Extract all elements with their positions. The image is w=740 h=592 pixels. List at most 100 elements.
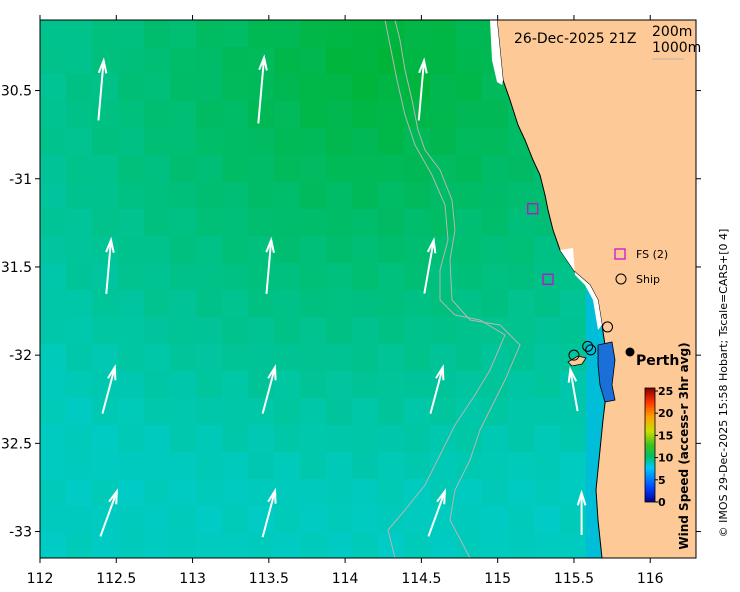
wind-cell (456, 290, 483, 318)
wind-arrow-shaft (261, 490, 277, 538)
wind-cell (144, 506, 171, 534)
wind-cell (300, 479, 327, 507)
wind-cell (352, 344, 379, 372)
wind-cell (534, 236, 561, 264)
wind-cell (118, 371, 145, 399)
wind-cell (222, 263, 249, 291)
wind-cell (456, 74, 483, 102)
wind-cell (248, 425, 275, 453)
wind-cell (482, 371, 509, 399)
wind-cell (40, 425, 67, 453)
wind-arrow-shaft (429, 366, 444, 414)
wind-cell (170, 236, 197, 264)
wind-cell (196, 128, 223, 156)
wind-cell (456, 155, 483, 183)
wind-cell (170, 425, 197, 453)
wind-cell (326, 452, 353, 480)
colorbar-tick-label: 25 (658, 385, 673, 398)
wind-cell (274, 506, 301, 534)
wind-cell (66, 344, 93, 372)
wind-cell (482, 263, 509, 291)
ship-legend-marker (615, 273, 627, 285)
wind-cell (352, 506, 379, 534)
wind-cell (274, 209, 301, 237)
axis-ticks: 112 112.5 113 113.5 114 114.5 115 115.5 116 30.5 -… (1, 15, 701, 587)
wind-cell (92, 74, 119, 102)
wind-cell (326, 101, 353, 129)
wind-cell (118, 20, 145, 48)
wind-cell (560, 290, 587, 318)
wind-cell (430, 101, 457, 129)
wind-cell (482, 317, 509, 345)
wind-cell (170, 533, 197, 558)
x-tick-label: 113 (179, 571, 206, 587)
wind-cell (40, 533, 67, 558)
x-tick-label: 112 (27, 571, 54, 587)
colorbar-ticks: 25 20 15 10 5 0 (655, 385, 674, 509)
wind-cell (170, 182, 197, 210)
colorbar-title: Wind Speed (access-r 3hr avg) (677, 342, 691, 549)
wind-cell (300, 263, 327, 291)
wind-cell (300, 452, 327, 480)
perth-label: Perth (636, 353, 679, 369)
wind-cell (118, 290, 145, 318)
x-tick-label: 114.5 (401, 571, 441, 587)
wind-cell (326, 155, 353, 183)
wind-arrow-shaft (101, 366, 116, 414)
wind-cell (144, 452, 171, 480)
wind-cell (222, 236, 249, 264)
wind-cell (66, 101, 93, 129)
plot-frame (39, 19, 697, 559)
wind-cell (196, 74, 223, 102)
wind-cell (118, 236, 145, 264)
wind-cell (92, 506, 119, 534)
wind-cell (508, 398, 535, 426)
ship-marker (585, 344, 597, 356)
wind-arrow (261, 363, 277, 414)
wind-cell (170, 371, 197, 399)
wind-cell (274, 290, 301, 318)
wind-arrow-shaft (265, 239, 273, 294)
wind-cell (118, 452, 145, 480)
wind-cell (326, 506, 353, 534)
fs-station-marker (542, 273, 554, 285)
wind-cell (144, 317, 171, 345)
wind-cell (40, 209, 67, 237)
wind-arrow-shaft (105, 239, 113, 294)
wind-cell (534, 263, 561, 291)
wind-cell (300, 344, 327, 372)
wind-cell (404, 236, 431, 264)
x-tick-label: 116 (637, 571, 664, 587)
wind-cell (482, 101, 509, 129)
wind-cell (170, 155, 197, 183)
wind-cell (92, 128, 119, 156)
wind-cell (508, 425, 535, 453)
wind-cell (40, 371, 67, 399)
wind-cell (274, 263, 301, 291)
wind-cell (300, 182, 327, 210)
wind-cell (534, 533, 561, 558)
wind-cell (274, 425, 301, 453)
wind-cell (456, 452, 483, 480)
wind-cell (482, 506, 509, 534)
wind-cell (196, 506, 223, 534)
wind-cell (66, 398, 93, 426)
wind-cell (274, 236, 301, 264)
wind-cell (144, 290, 171, 318)
wind-cell (118, 47, 145, 75)
x-tick-label: 114 (332, 571, 359, 587)
wind-arrow-head (435, 363, 445, 381)
wind-cell (118, 128, 145, 156)
contour-1000m (384, 20, 506, 558)
wind-cell (170, 452, 197, 480)
wind-cell (300, 101, 327, 129)
y-tick-label: -33 (9, 525, 32, 541)
wind-cell (248, 128, 275, 156)
wind-cell (352, 317, 379, 345)
wind-cell (534, 479, 561, 507)
wind-cell (222, 506, 249, 534)
wind-arrow-shaft (427, 491, 446, 537)
wind-cell (326, 128, 353, 156)
wind-cell (222, 425, 249, 453)
x-tick-label: 115 (484, 571, 511, 587)
